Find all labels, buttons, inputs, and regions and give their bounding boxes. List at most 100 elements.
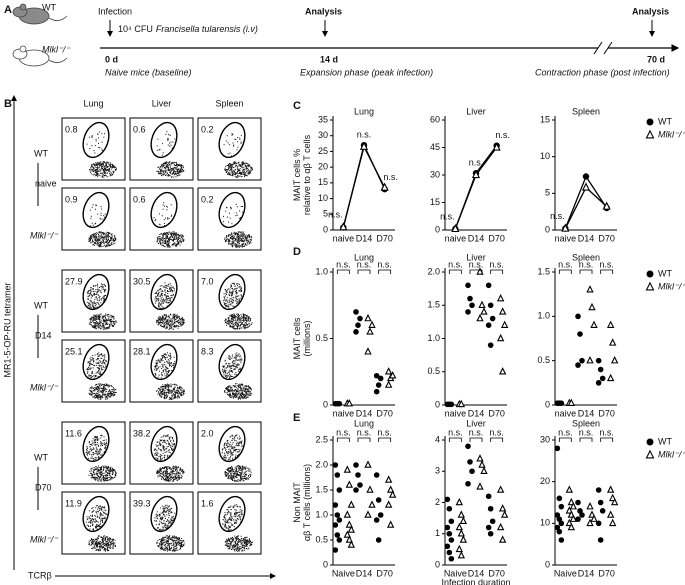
mouse-label: WT (42, 2, 56, 12)
marker-triangle (345, 520, 354, 528)
chart-title: Lung (354, 418, 374, 428)
marker-circle (597, 366, 604, 373)
marker-circle (444, 543, 451, 550)
gate-value: 0.8 (65, 124, 78, 134)
y-axis-title: Non MAITαβ T cells (millions) (292, 464, 312, 541)
marker-circle (597, 537, 604, 543)
marker-circle (465, 480, 471, 487)
gate (150, 425, 178, 463)
marker-triangle (478, 300, 486, 308)
chart-title: Lung (354, 252, 374, 262)
annotation: n.s. (489, 427, 504, 437)
marker-triangle (496, 293, 505, 302)
y-tick-label: 15 (540, 114, 550, 124)
x-tick-label: D14 (356, 408, 373, 418)
genotype-label: WT (34, 452, 48, 462)
marker-circle (373, 517, 380, 523)
gate (218, 495, 246, 533)
marker-triangle (606, 510, 615, 518)
flow-plot (197, 117, 262, 181)
y-tick-label: 2.5 (315, 434, 328, 444)
y-tick-label: 5 (323, 209, 328, 219)
marker-triangle (347, 525, 356, 533)
event-detail: 10⁴ CFU Francisella tularensis (i.v) (118, 24, 258, 34)
gate (218, 273, 246, 311)
marker-circle (448, 401, 455, 408)
marker-triangle (476, 267, 484, 275)
marker-circle (554, 445, 561, 452)
chart-title: Liver (466, 252, 486, 262)
x-axis-title: Infection duration (441, 577, 510, 585)
x-tick-label: D70 (376, 233, 393, 243)
y-tick-label: 15 (318, 177, 328, 187)
x-tick-label: D14 (578, 233, 595, 243)
marker-circle (489, 315, 496, 322)
group-label: D14 (35, 330, 52, 340)
marker-triangle (492, 142, 501, 151)
marker-circle (485, 282, 492, 289)
annotation: n.s. (448, 427, 463, 437)
marker-triangle (386, 485, 395, 493)
marker-circle (375, 497, 382, 503)
marker-triangle (476, 454, 484, 462)
flow-events (154, 352, 185, 400)
y-axis-title-line: MAIT cells (292, 317, 302, 359)
y-tick-label: 20 (540, 476, 550, 486)
y-tick-label: 30 (318, 130, 328, 140)
y-tick-label: 2 (435, 497, 440, 507)
marker-triangle (586, 285, 594, 293)
marker-triangle (343, 510, 352, 518)
genotype-label: Mlkl⁻/⁻ (30, 534, 59, 544)
significance-bracket (469, 437, 483, 442)
gate-value: 39.3 (133, 498, 151, 508)
marker-circle (446, 505, 453, 512)
flow-events (85, 505, 116, 552)
x-tick-label: naive (445, 408, 467, 418)
marker-circle (373, 372, 380, 379)
marker-triangle (569, 502, 578, 510)
annotation: n.s. (579, 427, 594, 437)
y-tick-label: 1.5 (315, 484, 328, 494)
marker-circle (334, 512, 341, 518)
mouse-ear (19, 45, 27, 53)
marker-triangle (347, 500, 356, 508)
y-axis-title-line: αβ T cells (millions) (302, 464, 312, 541)
marker-circle (485, 322, 492, 329)
marker-triangle (588, 302, 596, 311)
marker-triangle (459, 516, 468, 524)
marker-circle (558, 400, 565, 407)
annotation: n.s. (550, 211, 565, 221)
event-day: 14 d (320, 54, 338, 64)
mouse-label: Mlkl⁻/⁻ (42, 44, 71, 54)
flow-events (156, 130, 185, 178)
marker-triangle (343, 530, 352, 538)
legend-label: WT (658, 116, 672, 126)
gate-value: 11.9 (65, 498, 82, 508)
chart-title: Spleen (572, 106, 600, 116)
y-tick-label: 0 (323, 559, 328, 569)
marker-triangle (359, 141, 369, 150)
marker-circle (355, 322, 361, 329)
genotype-label: WT (34, 300, 48, 310)
marker-triangle (343, 465, 352, 473)
annotation: n.s. (377, 427, 392, 437)
marker-triangle (498, 307, 507, 315)
marker-circle (558, 520, 565, 527)
flow-events (154, 282, 185, 330)
flow-events (86, 352, 117, 400)
marker-circle (336, 517, 343, 523)
marker-circle (599, 375, 606, 382)
flow-events (153, 434, 185, 482)
marker-circle (448, 518, 455, 525)
marker-circle (377, 375, 384, 382)
marker-triangle (498, 535, 507, 543)
chart-title: Lung (354, 106, 374, 116)
y-tick-label: 35 (318, 114, 328, 124)
marker-triangle (388, 371, 397, 379)
x-tick-label: D70 (488, 408, 505, 418)
marker-circle (446, 530, 453, 537)
marker-circle (465, 443, 471, 450)
marker-triangle (480, 307, 488, 315)
marker-circle (487, 505, 494, 512)
